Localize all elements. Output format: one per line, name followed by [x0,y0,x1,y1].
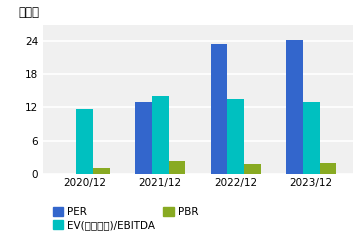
Bar [168,161,185,174]
Bar [93,168,110,174]
Bar [76,109,93,174]
Bar [286,40,303,174]
Bar [244,164,261,174]
Bar [152,96,168,174]
Bar [135,102,152,174]
Legend: PER, EV(지분조정)/EBITDA, PBR: PER, EV(지분조정)/EBITDA, PBR [48,203,203,234]
Bar [211,44,228,174]
Bar [303,102,320,174]
Bar [228,99,244,174]
Bar [320,163,336,174]
Text: （배）: （배） [18,6,40,19]
